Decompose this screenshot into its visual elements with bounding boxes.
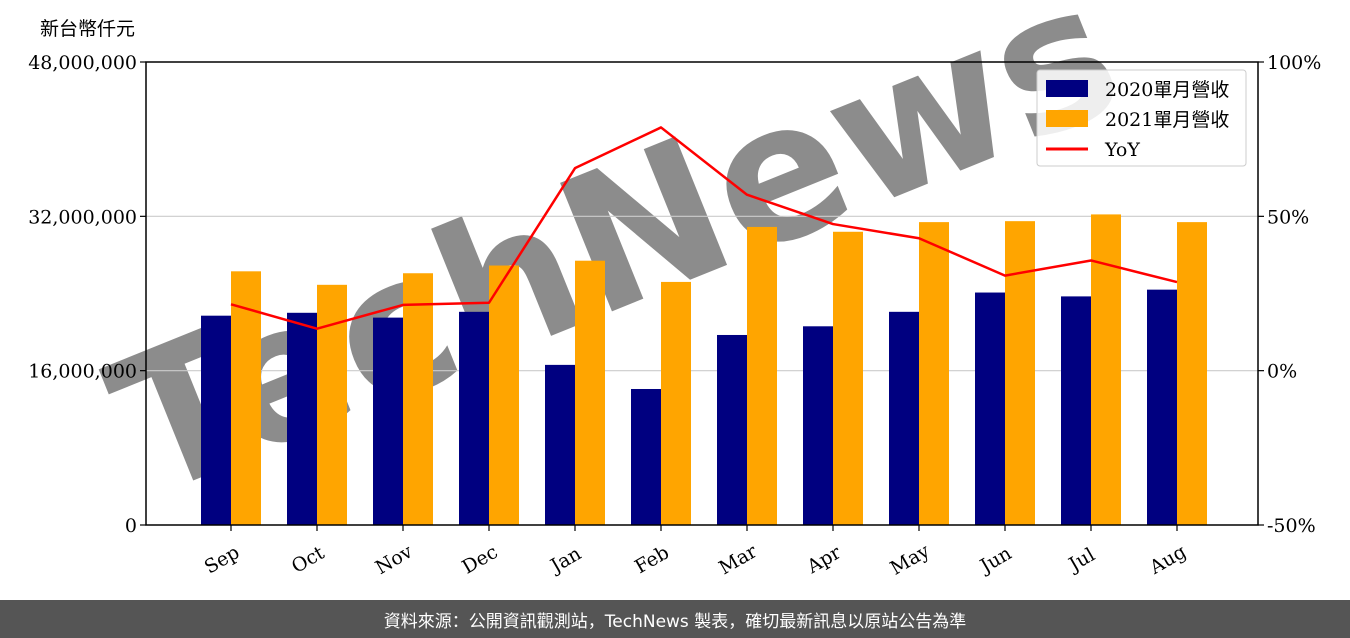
- bar-2021-dec: [489, 265, 519, 525]
- y-axis-unit-label: 新台幣仟元: [40, 18, 136, 40]
- bar-2020-nov: [373, 317, 403, 525]
- x-tick-label-jul: Jul: [1064, 544, 1099, 577]
- bar-2021-apr: [833, 231, 863, 525]
- bar-2021-sep: [231, 271, 261, 525]
- bar-2020-sep: [201, 315, 231, 525]
- bar-2021-feb: [661, 281, 691, 525]
- x-tick-label-may: May: [887, 540, 934, 580]
- bar-2020-mar: [717, 334, 747, 525]
- right-tick-labels: -50% 0% 50% 100%: [1267, 52, 1321, 537]
- x-tick-label-jun: Jun: [975, 542, 1016, 578]
- x-tick-label-aug: Aug: [1145, 541, 1190, 580]
- bar-2020-jul: [1061, 296, 1091, 525]
- legend-swatch-2020: [1046, 80, 1088, 97]
- bar-2020-aug: [1147, 289, 1177, 525]
- legend-box: [1036, 69, 1247, 167]
- plot-frame: [145, 61, 1259, 526]
- x-tick-labels: Sep Oct Nov Dec Jan Feb Mar Apr May Jun Jul Aug: [201, 540, 1190, 580]
- bar-2020-may: [889, 311, 919, 525]
- x-tick-label-apr: Apr: [802, 541, 845, 578]
- bar-2020-jan: [545, 364, 575, 525]
- bar-2020-oct: [287, 312, 317, 525]
- right-tick-label: 0%: [1267, 361, 1297, 383]
- bar-2021-aug: [1177, 222, 1207, 525]
- axes: [140, 61, 1264, 531]
- yoy-polyline: [230, 126, 1178, 330]
- x-tick-label-mar: Mar: [715, 540, 761, 579]
- x-tick-label-feb: Feb: [631, 541, 673, 578]
- bar-2021-jun: [1005, 221, 1035, 525]
- source-footer: 資料來源：公開資訊觀測站，TechNews 製表，確切最新訊息以原站公告為準: [0, 600, 1350, 638]
- left-tick-label: 0: [125, 515, 137, 537]
- left-tick-label: 16,000,000: [28, 361, 137, 383]
- bar-2020-dec: [459, 311, 489, 525]
- legend-label-2020: 2020單月營收: [1105, 79, 1229, 101]
- left-tick-label: 48,000,000: [28, 52, 137, 74]
- yoy-line: [230, 126, 1178, 330]
- x-tick-label-oct: Oct: [288, 542, 329, 578]
- right-tick-label: -50%: [1267, 515, 1316, 537]
- legend-swatch-2021: [1046, 110, 1088, 127]
- bar-2020-apr: [803, 326, 833, 525]
- bar-2020-feb: [631, 388, 661, 525]
- x-tick-label-nov: Nov: [372, 540, 417, 579]
- footer-text: 資料來源：公開資訊觀測站，TechNews 製表，確切最新訊息以原站公告為準: [383, 611, 967, 632]
- legend-label-yoy: YoY: [1104, 139, 1140, 161]
- bar-2021-may: [919, 222, 949, 525]
- bar-2020-jun: [975, 292, 1005, 525]
- x-tick-label-jan: Jan: [545, 542, 585, 578]
- legend: 2020單月營收 2021單月營收 YoY: [1036, 69, 1247, 167]
- bar-2021-jan: [575, 260, 605, 525]
- x-tick-label-sep: Sep: [201, 541, 244, 578]
- revenue-chart: TechNews Sep Oct Nov Dec Jan Feb Mar Apr May Jun J…: [28, 0, 1321, 580]
- right-tick-label: 50%: [1267, 206, 1309, 228]
- right-tick-label: 100%: [1267, 52, 1321, 74]
- bar-2021-nov: [403, 273, 433, 525]
- legend-label-2021: 2021單月營收: [1105, 109, 1229, 131]
- left-tick-labels: 0 16,000,000 32,000,000 48,000,000: [28, 52, 137, 537]
- bar-2021-mar: [747, 226, 777, 525]
- left-tick-label: 32,000,000: [28, 206, 137, 228]
- x-tick-label-dec: Dec: [458, 541, 501, 579]
